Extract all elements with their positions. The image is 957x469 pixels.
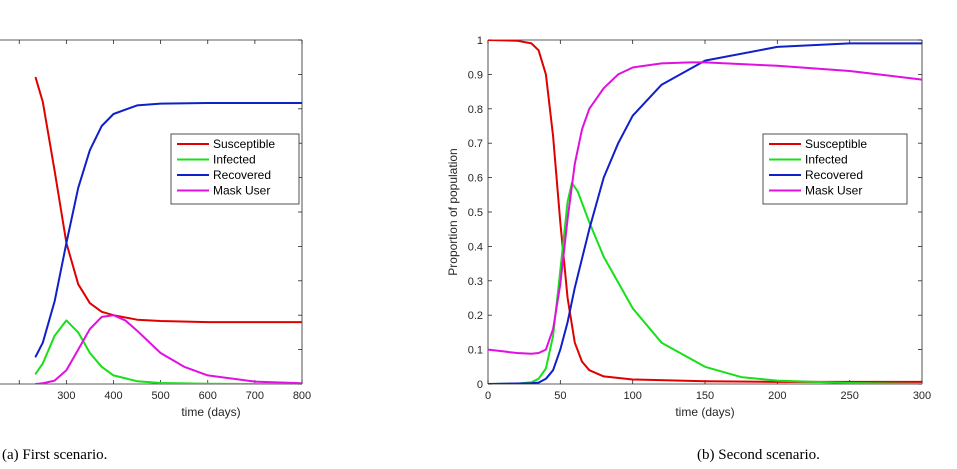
y-tick-label: 1 bbox=[477, 35, 483, 47]
x-tick-label: 700 bbox=[246, 390, 264, 402]
y-tick-label: 0.9 bbox=[468, 69, 483, 81]
legend-label-mask-user: Mask User bbox=[805, 184, 862, 198]
series-line-mask-user bbox=[34, 314, 302, 384]
legend-box bbox=[762, 133, 908, 205]
y-tick-label: 0 bbox=[477, 379, 483, 391]
series-group bbox=[488, 40, 922, 384]
legend-label-recovered: Recovered bbox=[213, 168, 271, 182]
series-line-recovered bbox=[488, 42, 922, 384]
y-tick-label: 0.3 bbox=[468, 276, 483, 288]
series-line-susceptible bbox=[488, 40, 922, 383]
x-axis-label: time (days) bbox=[181, 405, 240, 419]
x-tick-label: 0 bbox=[485, 390, 491, 402]
x-tick-label: 150 bbox=[696, 390, 714, 402]
series-line-mask-user bbox=[488, 61, 922, 355]
x-tick-label: 200 bbox=[768, 390, 786, 402]
series-line-recovered bbox=[34, 102, 302, 358]
y-tick-label: 0.6 bbox=[468, 173, 483, 185]
series-line-susceptible bbox=[34, 76, 302, 324]
legend-label-susceptible: Susceptible bbox=[805, 137, 867, 151]
series-line-infected bbox=[488, 181, 922, 384]
y-tick-label: 0.5 bbox=[468, 207, 483, 219]
legend-label-infected: Infected bbox=[805, 153, 848, 167]
legend-label-infected: Infected bbox=[213, 153, 256, 167]
y-tick-label: 0.1 bbox=[468, 345, 483, 357]
y-tick-label: 0.2 bbox=[468, 310, 483, 322]
legend-label-mask-user: Mask User bbox=[213, 184, 270, 198]
x-tick-label: 600 bbox=[199, 390, 217, 402]
x-tick-label: 50 bbox=[554, 390, 566, 402]
y-tick-label: 0.4 bbox=[468, 241, 483, 253]
legend-box bbox=[170, 133, 300, 205]
y-axis-label: Proportion of population bbox=[446, 148, 460, 275]
series-group bbox=[34, 76, 302, 384]
x-tick-label: 100 bbox=[623, 390, 641, 402]
x-tick-label: 300 bbox=[57, 390, 75, 402]
figure-caption: (b) Second scenario. bbox=[697, 447, 820, 463]
chart-panel-2: 0 50 100 150 200 250 300 0 0.1 0.2 0.3 0.4 0.5 0.6 0.7… bbox=[446, 35, 931, 463]
y-tick-label: 0.8 bbox=[468, 104, 483, 116]
figure-caption: (a) First scenario. bbox=[2, 447, 107, 463]
x-tick-label: 800 bbox=[293, 390, 311, 402]
x-axis-label: time (days) bbox=[675, 405, 734, 419]
x-tick-label: 250 bbox=[840, 390, 858, 402]
x-tick-label: 400 bbox=[104, 390, 122, 402]
series-line-infected bbox=[34, 319, 302, 384]
legend-label-susceptible: Susceptible bbox=[213, 137, 275, 151]
chart-panel-1: 300 400 500 600 700 800 time (days) Susceptible… bbox=[0, 39, 311, 463]
x-tick-label: 300 bbox=[913, 390, 931, 402]
x-tick-label: 500 bbox=[151, 390, 169, 402]
y-tick-label: 0.7 bbox=[468, 138, 483, 150]
legend-label-recovered: Recovered bbox=[805, 168, 863, 182]
